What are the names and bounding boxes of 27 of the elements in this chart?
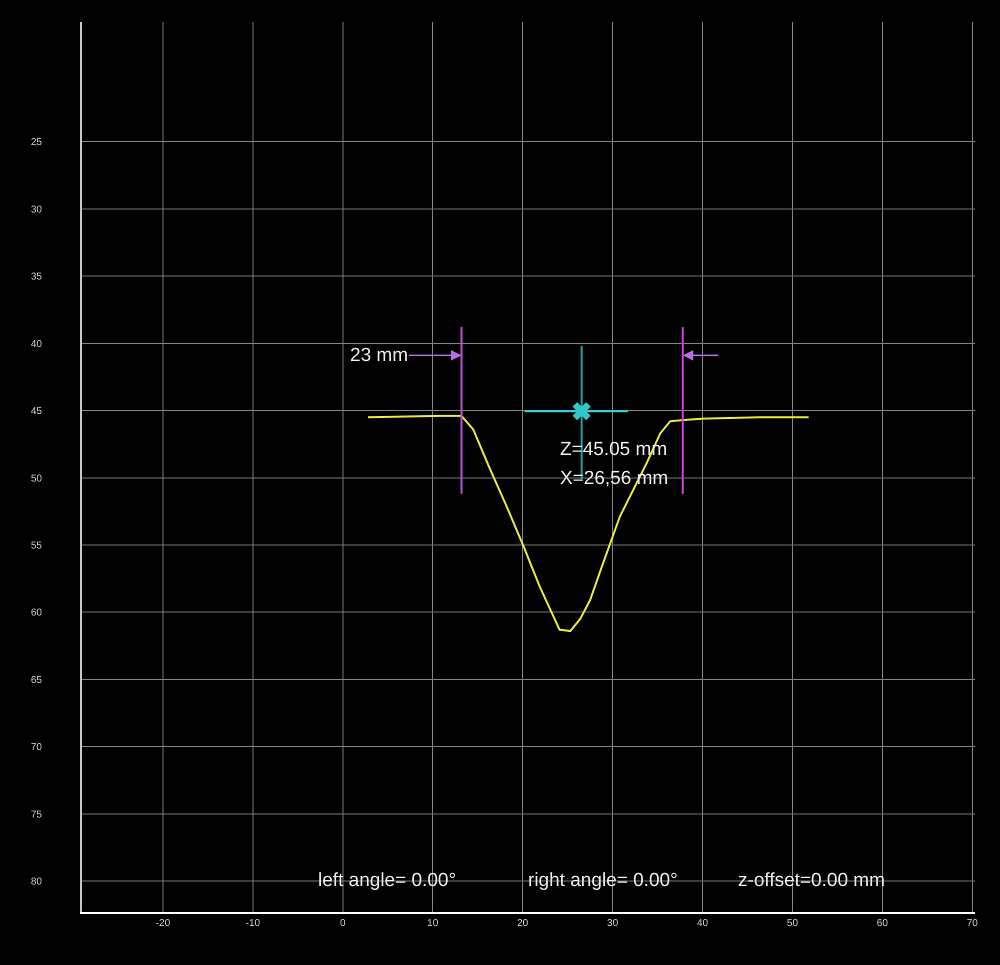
y-tick-label: 65 [30,674,42,686]
line-series [366,414,810,632]
y-tick-label: 70 [30,742,42,754]
y-tick-label: 30 [30,204,42,216]
annotation: right angle= 0.00° [528,870,678,891]
x-tick-label: 70 [966,918,978,929]
annotation: left angle= 0.00° [318,870,456,891]
x-tick-label: -20 [156,918,171,929]
y-tick-label: 75 [30,809,42,820]
y-tick-label: 50 [30,473,42,484]
x-tick-label: 20 [517,918,529,929]
y-tick-label: 45 [30,406,42,418]
x-tick-label: 50 [786,918,798,929]
x-tick-label: -10 [246,918,261,929]
annotation: z-offset=0.00 mm [738,870,885,891]
annotation: X=26,56 mm [560,468,668,489]
x-tick-label: 10 [427,918,439,929]
y-tick-label: 60 [30,608,42,619]
y-tick-label: 25 [30,137,42,148]
y-tick-label: 80 [30,876,42,888]
y-tick-label: 55 [30,540,42,552]
y-tick-label: 35 [30,272,42,283]
y-tick-label: 40 [30,338,42,350]
x-tick-label: 40 [696,918,709,929]
x-tick-label: 0 [340,918,346,929]
x-tick-label: 60 [876,918,888,929]
x-tick-label: 30 [607,918,619,929]
